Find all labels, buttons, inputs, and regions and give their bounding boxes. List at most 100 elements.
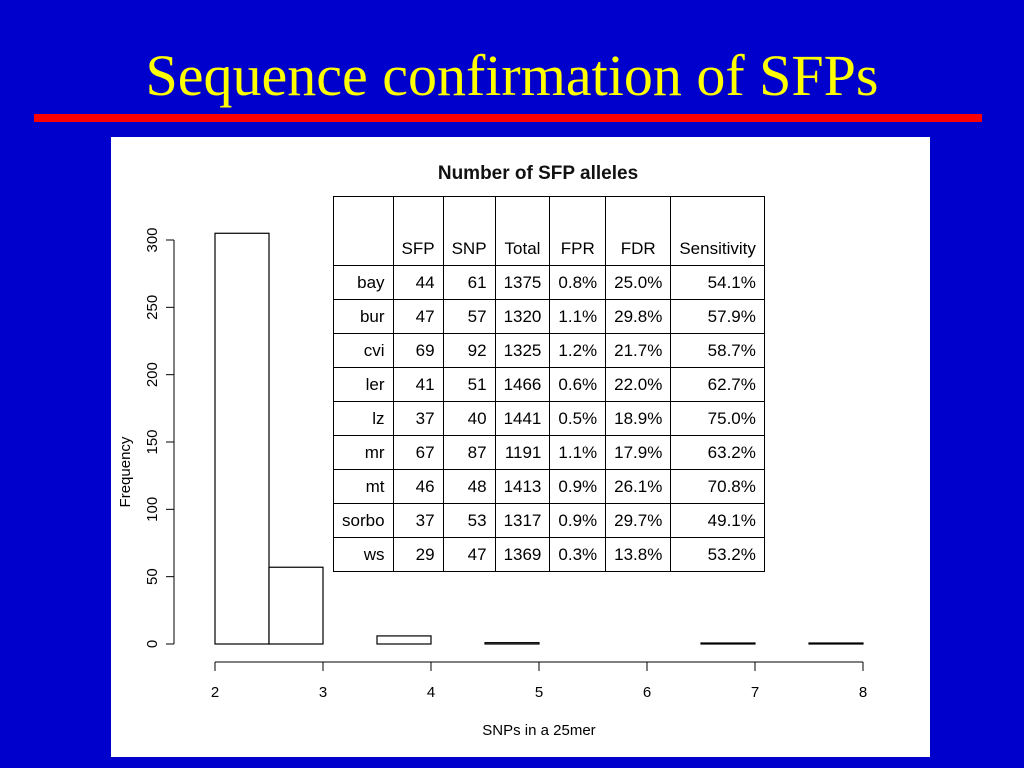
table-cell: 18.9% [605, 401, 672, 436]
x-tick-label: 3 [319, 684, 327, 701]
table-cell: 53.2% [670, 537, 765, 572]
table-row: ws 29 47 1369 0.3% 13.8% 53.2% [333, 537, 765, 572]
table-cell: 1369 [494, 537, 551, 572]
table-header-cell: FDR [605, 196, 672, 266]
sfp-allele-table: SFP SNP Total FPR FDR Sensitivity bay 44 61 1375… [333, 196, 765, 572]
table-title: Number of SFP alleles [437, 163, 639, 184]
table-cell: 29.8% [605, 299, 672, 334]
x-axis-label: SNPs in a 25mer [482, 722, 595, 739]
table-cell: 69 [392, 333, 444, 368]
x-tick-label: 8 [859, 684, 867, 701]
table-cell: 54.1% [670, 265, 765, 300]
table-header-cell: Sensitivity [670, 196, 765, 266]
table-row-label: bur [333, 299, 394, 334]
x-tick-label: 5 [535, 684, 543, 701]
table-row-label: mt [333, 469, 394, 504]
y-tick-label: 200 [144, 362, 161, 387]
x-tick-label: 4 [427, 684, 435, 701]
histogram-bar [484, 642, 540, 645]
table-cell: 1320 [494, 299, 551, 334]
table-cell: 40 [442, 401, 496, 436]
table-cell: 21.7% [605, 333, 672, 368]
table-cell: 29.7% [605, 503, 672, 538]
y-tick-label: 100 [144, 497, 161, 522]
histogram-bar [808, 642, 864, 645]
table-row-label: lz [333, 401, 394, 436]
table-cell: 1191 [494, 435, 551, 470]
table-header-cell: Total [494, 196, 551, 266]
table-header-cell: FPR [549, 196, 607, 266]
table-cell: 1413 [494, 469, 551, 504]
table-row: bur 47 57 1320 1.1% 29.8% 57.9% [333, 299, 765, 334]
table-row: mr 67 87 1191 1.1% 17.9% 63.2% [333, 435, 765, 470]
histogram-bar [700, 642, 756, 645]
table-cell: 48 [442, 469, 496, 504]
table-row: sorbo 37 53 1317 0.9% 29.7% 49.1% [333, 503, 765, 538]
y-tick-label: 250 [144, 295, 161, 320]
y-tick-label: 50 [144, 568, 161, 585]
table-cell: 62.7% [670, 367, 765, 402]
table-cell: 87 [442, 435, 496, 470]
table-header-row: SFP SNP Total FPR FDR Sensitivity [333, 196, 765, 266]
table-row-label: sorbo [333, 503, 394, 538]
table-cell: 51 [442, 367, 496, 402]
x-tick-label: 6 [643, 684, 651, 701]
title-divider [34, 114, 982, 122]
table-row: cvi 69 92 1325 1.2% 21.7% 58.7% [333, 333, 765, 368]
table-header-cell: SFP [392, 196, 444, 266]
table-cell: 75.0% [670, 401, 765, 436]
table-cell: 57 [442, 299, 496, 334]
y-tick-label: 150 [144, 429, 161, 454]
histogram-bar [214, 232, 270, 645]
table-cell: 0.3% [549, 537, 607, 572]
table-row-label: bay [333, 265, 394, 300]
table-cell: 41 [392, 367, 444, 402]
table-cell: 1375 [494, 265, 551, 300]
table-cell: 29 [392, 537, 444, 572]
table-cell: 1.2% [549, 333, 607, 368]
table-cell: 0.9% [549, 503, 607, 538]
table-cell: 47 [442, 537, 496, 572]
table-cell: 0.5% [549, 401, 607, 436]
table-cell: 70.8% [670, 469, 765, 504]
table-cell: 49.1% [670, 503, 765, 538]
table-cell: 1325 [494, 333, 551, 368]
table-cell: 37 [392, 401, 444, 436]
table-header-cell: SNP [442, 196, 496, 266]
table-row: lz 37 40 1441 0.5% 18.9% 75.0% [333, 401, 765, 436]
table-cell: 61 [442, 265, 496, 300]
table-cell: 22.0% [605, 367, 672, 402]
histogram-bar [268, 566, 324, 645]
table-cell: 63.2% [670, 435, 765, 470]
y-axis-label: Frequency [117, 436, 134, 507]
table-cell: 92 [442, 333, 496, 368]
table-cell: 26.1% [605, 469, 672, 504]
table-row: ler 41 51 1466 0.6% 22.0% 62.7% [333, 367, 765, 402]
x-tick-label: 2 [211, 684, 219, 701]
table-cell: 57.9% [670, 299, 765, 334]
table-cell: 44 [392, 265, 444, 300]
table-cell: 46 [392, 469, 444, 504]
table-row: mt 46 48 1413 0.9% 26.1% 70.8% [333, 469, 765, 504]
table-cell: 0.8% [549, 265, 607, 300]
table-cell: 25.0% [605, 265, 672, 300]
table-row-label: cvi [333, 333, 394, 368]
table-row: bay 44 61 1375 0.8% 25.0% 54.1% [333, 265, 765, 300]
table-cell: 47 [392, 299, 444, 334]
table-cell: 67 [392, 435, 444, 470]
table-row-label: ws [333, 537, 394, 572]
table-cell: 0.6% [549, 367, 607, 402]
table-cell: 37 [392, 503, 444, 538]
table-cell: 1441 [494, 401, 551, 436]
table-cell: 1317 [494, 503, 551, 538]
table-cell: 1.1% [549, 435, 607, 470]
table-cell: 13.8% [605, 537, 672, 572]
table-cell: 1.1% [549, 299, 607, 334]
table-cell: 58.7% [670, 333, 765, 368]
histogram-bar [376, 635, 432, 645]
table-row-label: ler [333, 367, 394, 402]
slide-title: Sequence confirmation of SFPs [145, 43, 879, 108]
y-tick-label: 0 [144, 640, 161, 648]
table-cell: 0.9% [549, 469, 607, 504]
